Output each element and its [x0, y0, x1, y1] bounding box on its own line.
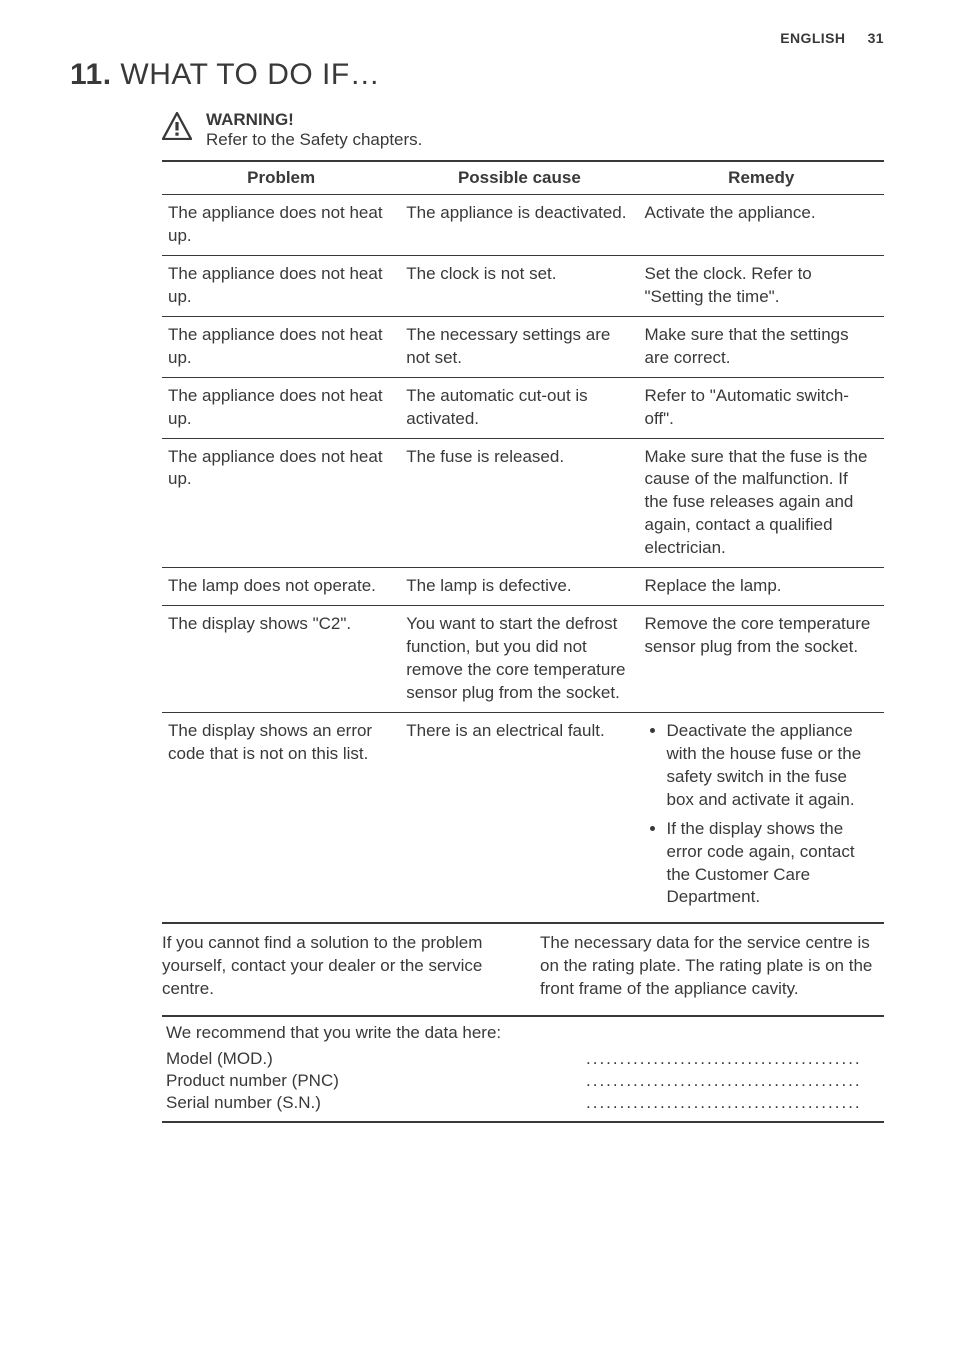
- data-entry-row: Product number (PNC)....................…: [166, 1071, 884, 1091]
- section-number: 11.: [70, 58, 112, 91]
- warning-icon: [162, 112, 192, 140]
- data-entry-label: Product number (PNC): [166, 1071, 586, 1091]
- col-cause: Possible cause: [400, 161, 638, 195]
- cell-remedy: Make sure that the fuse is the cause of …: [639, 438, 885, 568]
- section-title-text: WHAT TO DO IF…: [120, 58, 380, 91]
- data-entry-row: Serial number (S.N.)....................…: [166, 1093, 884, 1113]
- cell-remedy: Refer to "Automatic switch-off".: [639, 377, 885, 438]
- cell-cause: You want to start the defrost function, …: [400, 606, 638, 713]
- remedy-list-item: If the display shows the error code agai…: [667, 818, 875, 910]
- cell-remedy: Set the clock. Refer to "Setting the tim…: [639, 255, 885, 316]
- table-row: The display shows an error code that is …: [162, 712, 884, 923]
- cell-problem: The appliance does not heat up.: [162, 377, 400, 438]
- data-entry-dots: ........................................…: [586, 1071, 862, 1091]
- cell-cause: The lamp is defective.: [400, 568, 638, 606]
- cell-problem: The appliance does not heat up.: [162, 438, 400, 568]
- table-row: The appliance does not heat up.The fuse …: [162, 438, 884, 568]
- data-entry-dots: ........................................…: [586, 1093, 862, 1113]
- cell-cause: The fuse is released.: [400, 438, 638, 568]
- cell-cause: The necessary settings are not set.: [400, 316, 638, 377]
- header-page-number: 31: [868, 30, 884, 46]
- cell-cause: The appliance is deactivated.: [400, 195, 638, 256]
- cell-remedy: Remove the core temperature sensor plug …: [639, 606, 885, 713]
- recommend-text: We recommend that you write the data her…: [166, 1023, 884, 1043]
- after-table-text: If you cannot find a solution to the pro…: [162, 932, 884, 1001]
- table-row: The appliance does not heat up.The clock…: [162, 255, 884, 316]
- cell-cause: The clock is not set.: [400, 255, 638, 316]
- header-language: ENGLISH: [780, 30, 845, 46]
- cell-cause: The automatic cut-out is activated.: [400, 377, 638, 438]
- table-row: The appliance does not heat up.The autom…: [162, 377, 884, 438]
- data-entry-row: Model (MOD.)............................…: [166, 1049, 884, 1069]
- cell-remedy: Deactivate the appliance with the house …: [639, 712, 885, 923]
- table-row: The appliance does not heat up.The appli…: [162, 195, 884, 256]
- table-row: The lamp does not operate.The lamp is de…: [162, 568, 884, 606]
- data-entry-dots: ........................................…: [586, 1049, 862, 1069]
- cell-problem: The appliance does not heat up.: [162, 316, 400, 377]
- cell-problem: The display shows "C2".: [162, 606, 400, 713]
- remedy-list-item: Deactivate the appliance with the house …: [667, 720, 875, 812]
- cell-problem: The appliance does not heat up.: [162, 195, 400, 256]
- table-row: The display shows "C2".You want to start…: [162, 606, 884, 713]
- cell-problem: The display shows an error code that is …: [162, 712, 400, 923]
- warning-title: WARNING!: [206, 110, 422, 130]
- table-row: The appliance does not heat up.The neces…: [162, 316, 884, 377]
- cell-problem: The lamp does not operate.: [162, 568, 400, 606]
- col-remedy: Remedy: [639, 161, 885, 195]
- troubleshooting-table: Problem Possible cause Remedy The applia…: [162, 160, 884, 924]
- data-entry-label: Serial number (S.N.): [166, 1093, 586, 1113]
- data-entry-label: Model (MOD.): [166, 1049, 586, 1069]
- cell-problem: The appliance does not heat up.: [162, 255, 400, 316]
- page-header: ENGLISH 31: [70, 30, 884, 46]
- cell-cause: There is an electrical fault.: [400, 712, 638, 923]
- col-problem: Problem: [162, 161, 400, 195]
- warning-block: WARNING! Refer to the Safety chapters.: [162, 110, 884, 150]
- cell-remedy: Replace the lamp.: [639, 568, 885, 606]
- cell-remedy: Make sure that the settings are correct.: [639, 316, 885, 377]
- write-data-block: We recommend that you write the data her…: [162, 1015, 884, 1123]
- warning-text: Refer to the Safety chapters.: [206, 130, 422, 150]
- table-header-row: Problem Possible cause Remedy: [162, 161, 884, 195]
- section-title: 11. WHAT TO DO IF…: [70, 58, 884, 92]
- cell-remedy: Activate the appliance.: [639, 195, 885, 256]
